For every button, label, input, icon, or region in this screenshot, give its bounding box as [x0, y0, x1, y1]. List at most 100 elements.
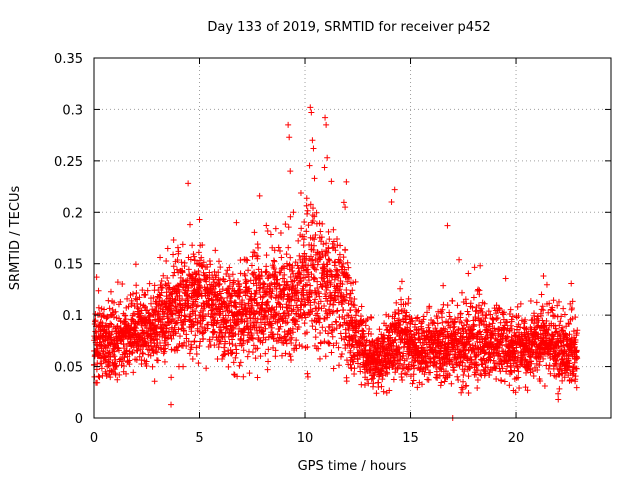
data-point [501, 309, 508, 316]
data-point [145, 342, 152, 349]
data-point [123, 370, 130, 377]
data-point [338, 351, 345, 358]
data-point [559, 327, 566, 334]
data-point [107, 320, 114, 327]
data-point [402, 301, 409, 308]
data-point [197, 285, 204, 292]
data-point [351, 371, 358, 378]
data-point [313, 266, 320, 273]
data-point [436, 351, 443, 358]
data-point [237, 257, 244, 264]
y-tick-label: 0.15 [54, 258, 83, 273]
data-point [324, 314, 331, 321]
data-point [275, 281, 282, 288]
data-point [550, 297, 557, 304]
data-point [182, 277, 189, 284]
data-point [136, 353, 143, 360]
data-point [483, 312, 490, 319]
data-point [376, 326, 383, 333]
data-point [307, 282, 314, 289]
data-point-outlier [187, 221, 194, 228]
data-point [226, 283, 233, 290]
data-point [216, 277, 223, 284]
data-point [356, 352, 363, 359]
data-point [283, 251, 290, 258]
data-point [304, 281, 311, 288]
y-tick-label: 0.3 [62, 103, 83, 118]
data-point [330, 238, 337, 245]
data-point [212, 301, 219, 308]
data-point [558, 365, 565, 372]
data-point [263, 263, 270, 270]
data-point [409, 380, 416, 387]
data-point [326, 236, 333, 243]
data-point [294, 289, 301, 296]
data-point [157, 292, 164, 299]
data-point [540, 355, 547, 362]
data-point [202, 313, 209, 320]
data-point [133, 325, 140, 332]
data-point [232, 354, 239, 361]
data-point [198, 254, 205, 261]
data-point [414, 384, 421, 391]
data-point [400, 353, 407, 360]
data-point [342, 247, 349, 254]
data-point [241, 318, 248, 325]
data-point [93, 274, 100, 281]
data-point [424, 362, 431, 369]
data-point [105, 350, 112, 357]
data-point [285, 312, 292, 319]
data-point [272, 295, 279, 302]
data-point [341, 296, 348, 303]
data-point [120, 363, 127, 370]
data-point [343, 333, 350, 340]
data-point [381, 334, 388, 341]
data-point [378, 383, 385, 390]
data-point [425, 376, 432, 383]
data-point [390, 376, 397, 383]
data-point [522, 316, 529, 323]
y-tick-label: 0.25 [54, 155, 83, 170]
data-point [230, 277, 237, 284]
data-point [410, 371, 417, 378]
data-point [343, 291, 350, 298]
data-point [559, 324, 566, 331]
data-point [528, 360, 535, 367]
data-point [114, 340, 121, 347]
data-point-outlier [391, 186, 398, 193]
data-point [476, 339, 483, 346]
data-point [245, 267, 252, 274]
data-point [465, 373, 472, 380]
data-point [217, 264, 224, 271]
data-point [331, 276, 338, 283]
data-point [507, 306, 514, 313]
data-point [189, 318, 196, 325]
data-point [288, 340, 295, 347]
data-point [455, 377, 462, 384]
data-point [237, 270, 244, 277]
data-point [233, 350, 240, 357]
data-point [550, 336, 557, 343]
data-point [287, 254, 294, 261]
data-point [466, 323, 473, 330]
data-point [190, 321, 197, 328]
data-point [314, 310, 321, 317]
data-point [312, 296, 319, 303]
data-point [445, 340, 452, 347]
data-point [333, 308, 340, 315]
data-point-outlier [286, 134, 293, 141]
data-point [98, 365, 105, 372]
data-point [311, 275, 318, 282]
data-point-outlier [444, 222, 451, 229]
data-point [136, 294, 143, 301]
data-point [210, 322, 217, 329]
data-point [486, 372, 493, 379]
data-point [323, 272, 330, 279]
data-point [168, 374, 175, 381]
data-point [226, 340, 233, 347]
data-point [204, 263, 211, 270]
data-point [268, 280, 275, 287]
data-point-outlier [328, 178, 335, 185]
data-point [128, 300, 135, 307]
data-point [336, 322, 343, 329]
